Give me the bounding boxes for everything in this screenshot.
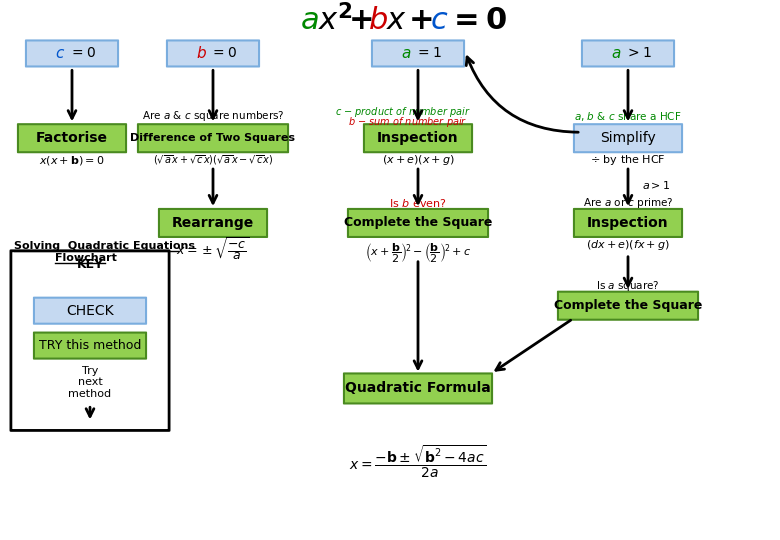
Text: $\mathit{a}$, $\mathit{b}$ & $\mathit{c}$ share a HCF: $\mathit{a}$, $\mathit{b}$ & $\mathit{c}… <box>574 110 682 123</box>
Text: $\div$ by the HCF: $\div$ by the HCF <box>590 153 666 167</box>
Text: Are $\mathit{a}$ or $\mathit{c}$ prime?: Are $\mathit{a}$ or $\mathit{c}$ prime? <box>583 196 673 210</box>
Text: Rearrange: Rearrange <box>172 216 254 230</box>
FancyBboxPatch shape <box>582 40 674 66</box>
Text: Is $\mathbf{\mathit{b}}$ even?: Is $\mathbf{\mathit{b}}$ even? <box>389 197 447 209</box>
FancyBboxPatch shape <box>167 40 259 66</box>
FancyBboxPatch shape <box>348 209 488 237</box>
Text: Inspection: Inspection <box>378 131 459 145</box>
FancyBboxPatch shape <box>159 209 267 237</box>
FancyBboxPatch shape <box>34 298 146 323</box>
FancyBboxPatch shape <box>364 124 472 152</box>
Text: $\mathbf{+}$: $\mathbf{+}$ <box>408 6 432 35</box>
FancyBboxPatch shape <box>18 124 126 152</box>
Text: Complete the Square: Complete the Square <box>344 217 492 230</box>
Text: $= 0$: $= 0$ <box>69 46 95 60</box>
FancyBboxPatch shape <box>372 40 464 66</box>
FancyBboxPatch shape <box>558 292 698 320</box>
Text: Is $\mathit{a}$ square?: Is $\mathit{a}$ square? <box>596 279 660 293</box>
FancyBboxPatch shape <box>11 251 169 430</box>
Text: $\mathbf{\mathit{c}}$: $\mathbf{\mathit{c}}$ <box>430 6 448 35</box>
Text: $\mathit{c}$ $-$ $\mathit{product}$ of number pair: $\mathit{c}$ $-$ $\mathit{product}$ of n… <box>335 105 471 119</box>
Text: $(x+e)(x+g)$: $(x+e)(x+g)$ <box>381 153 455 167</box>
Text: Simplify: Simplify <box>600 131 656 145</box>
Text: Factorise: Factorise <box>36 131 108 145</box>
Text: Complete the Square: Complete the Square <box>554 299 702 312</box>
Text: $= 0$: $= 0$ <box>210 46 236 60</box>
Text: Are $\mathit{a}$ & $\mathit{c}$ square numbers?: Are $\mathit{a}$ & $\mathit{c}$ square n… <box>142 109 284 123</box>
Text: $x = \dfrac{-\mathbf{b} \pm \sqrt{\mathbf{b}^2 - 4ac}}{2a}$: $x = \dfrac{-\mathbf{b} \pm \sqrt{\mathb… <box>349 444 487 480</box>
Text: $x(x+\mathbf{b})=0$: $x(x+\mathbf{b})=0$ <box>39 154 105 167</box>
Text: $\mathit{a}$: $\mathit{a}$ <box>611 46 621 61</box>
Text: Difference of Two Squares: Difference of Two Squares <box>130 133 296 143</box>
Text: $\mathit{c}$: $\mathit{c}$ <box>55 46 65 61</box>
Text: $x = \pm\sqrt{\dfrac{-c}{a}}$: $x = \pm\sqrt{\dfrac{-c}{a}}$ <box>176 235 250 262</box>
FancyBboxPatch shape <box>574 209 682 237</box>
Text: $\mathit{a}$: $\mathit{a}$ <box>401 46 411 61</box>
Text: $\mathbf{\mathit{b}}$ $-$ $\mathit{sum}$ of number pair: $\mathbf{\mathit{b}}$ $-$ $\mathit{sum}$… <box>349 115 468 129</box>
Text: Flowchart: Flowchart <box>55 253 117 263</box>
Text: Solving  Quadratic Equations: Solving Quadratic Equations <box>14 241 195 251</box>
Text: Quadratic Formula: Quadratic Formula <box>345 381 491 395</box>
Text: $\mathbf{\mathit{x}}$: $\mathbf{\mathit{x}}$ <box>386 6 407 35</box>
FancyBboxPatch shape <box>26 40 118 66</box>
Text: $\mathbf{\mathit{x}}^{\mathbf{2}}$: $\mathbf{\mathit{x}}^{\mathbf{2}}$ <box>318 4 353 37</box>
FancyBboxPatch shape <box>574 124 682 152</box>
FancyBboxPatch shape <box>344 374 492 403</box>
Text: Try
next
method: Try next method <box>69 366 112 399</box>
Text: $\mathbf{+}$: $\mathbf{+}$ <box>348 6 372 35</box>
Text: CHECK: CHECK <box>66 303 114 318</box>
Text: $\mathbf{\mathit{b}}$: $\mathbf{\mathit{b}}$ <box>368 6 388 35</box>
Text: KEY: KEY <box>76 258 104 271</box>
Text: $\mathbf{= 0}$: $\mathbf{= 0}$ <box>448 6 507 35</box>
Text: $(dx+e)(fx+g)$: $(dx+e)(fx+g)$ <box>586 238 670 252</box>
Text: Inspection: Inspection <box>587 216 668 230</box>
Text: $> 1$: $> 1$ <box>625 46 651 60</box>
Text: $\mathit{b}$: $\mathit{b}$ <box>196 45 207 62</box>
Text: $\mathit{a}>1$: $\mathit{a}>1$ <box>642 179 671 191</box>
Text: $= 1$: $= 1$ <box>415 46 441 60</box>
Text: $\left(x+\dfrac{\mathbf{b}}{2}\right)^{\!2} - \left(\dfrac{\mathbf{b}}{2}\right): $\left(x+\dfrac{\mathbf{b}}{2}\right)^{\… <box>365 241 471 265</box>
Text: $\mathbf{\mathit{a}}$: $\mathbf{\mathit{a}}$ <box>300 6 319 35</box>
Text: TRY this method: TRY this method <box>39 339 141 352</box>
FancyBboxPatch shape <box>138 124 288 152</box>
FancyBboxPatch shape <box>34 333 146 359</box>
Text: $(\sqrt{a}x+\sqrt{c}x)(\sqrt{a}x-\sqrt{c}x)$: $(\sqrt{a}x+\sqrt{c}x)(\sqrt{a}x-\sqrt{c… <box>153 153 273 167</box>
